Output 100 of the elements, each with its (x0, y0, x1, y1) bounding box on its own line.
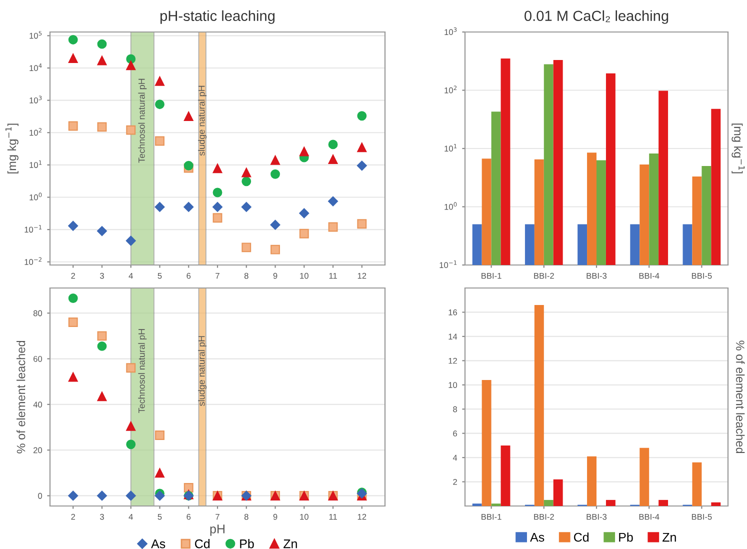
x-tick-label: 12 (358, 514, 366, 520)
x-tick-label: BBI-2 (534, 272, 554, 279)
point (270, 220, 280, 230)
point (184, 483, 194, 492)
y-tick-label: 0 (38, 492, 42, 499)
bar (640, 448, 650, 506)
x-tick-label: 3 (100, 272, 104, 279)
point (154, 490, 165, 501)
y-axis-title: % of element leached (736, 340, 745, 454)
point (328, 196, 338, 206)
point (155, 468, 164, 478)
point (270, 244, 280, 254)
y-axis-title: [mg kg$^{−1}$] (732, 124, 745, 174)
legend-label: Pb (619, 532, 633, 542)
point (68, 490, 78, 501)
x-axis-title: pH (210, 524, 224, 536)
point (299, 208, 310, 218)
x-tick-label: 10 (300, 514, 308, 520)
y-tick-label: 10$^{4}$ (30, 64, 42, 72)
point (97, 331, 107, 341)
point (242, 176, 252, 186)
x-tick-label: BBI-5 (692, 272, 712, 279)
point (68, 220, 78, 231)
x-tick-label: BBI-4 (639, 272, 660, 279)
bar (711, 502, 721, 506)
legend-label: Zn (662, 532, 676, 542)
x-tick-label: 7 (216, 514, 220, 520)
point (155, 76, 164, 86)
point (126, 421, 136, 431)
x-tick-label: 2 (71, 272, 76, 279)
x-tick-label: 11 (329, 272, 337, 279)
point (126, 125, 136, 135)
point (212, 188, 222, 198)
x-tick-label: 10 (300, 272, 308, 279)
point (270, 169, 280, 179)
x-tick-label: 3 (100, 514, 104, 520)
x-tick-label: 8 (244, 272, 248, 279)
chart-title: pH-static leaching (160, 10, 275, 24)
point (155, 100, 164, 110)
point (126, 363, 136, 373)
point (184, 160, 194, 170)
bar (534, 304, 544, 506)
point (68, 121, 78, 131)
x-tick-label: BBI-3 (586, 514, 607, 520)
point (212, 164, 222, 174)
point (126, 236, 136, 246)
x-tick-label: BBI-4 (639, 514, 660, 520)
x-tick-label: 7 (216, 272, 220, 279)
bar (553, 479, 563, 506)
y-tick-label: 60 (34, 356, 42, 362)
chart-title: 0.01 M CaCl₂ leaching (524, 10, 668, 24)
point (299, 228, 309, 238)
y-tick-label: 10$^{5}$ (30, 31, 42, 39)
bar (606, 500, 616, 506)
legend-label: As (530, 532, 544, 542)
bar (500, 445, 510, 506)
point (68, 54, 78, 63)
y-tick-label: 16 (448, 309, 457, 316)
x-tick-label: 5 (158, 272, 162, 279)
x-tick-label: 9 (273, 514, 278, 520)
x-tick-label: 2 (71, 514, 76, 520)
y-tick-label: 10$^{1}$ (444, 144, 457, 152)
y-tick-label: 10$^{2}$ (30, 128, 42, 136)
point (212, 213, 222, 223)
y-tick-label: 10$^{−2}$ (24, 257, 42, 265)
legend-label: Zn (284, 540, 297, 548)
point (299, 146, 309, 156)
point (97, 392, 107, 402)
legend-label: Cd (195, 539, 210, 548)
point (357, 111, 367, 121)
y-tick-label: 80 (33, 310, 42, 316)
point (97, 56, 107, 66)
y-tick-label: 8 (453, 406, 457, 412)
point (97, 122, 107, 132)
x-tick-label: 12 (358, 272, 366, 279)
point (184, 112, 194, 122)
x-tick-label: 8 (244, 514, 248, 520)
point (212, 202, 222, 212)
point (126, 60, 136, 70)
y-axis-title: % of element leached (16, 340, 26, 454)
bar (482, 380, 492, 506)
point (68, 294, 78, 303)
y-tick-label: 4 (452, 454, 458, 461)
point (68, 372, 78, 382)
y-tick-label: 10$^{−1}$ (24, 225, 42, 233)
point (97, 226, 107, 236)
point (328, 154, 338, 164)
y-tick-label: 10$^{3}$ (30, 96, 42, 104)
y-tick-label: 10$^{0}$ (30, 192, 42, 200)
y-tick-label: 2 (453, 478, 457, 485)
point (126, 440, 136, 450)
x-tick-label: 9 (273, 272, 278, 279)
point (270, 155, 280, 165)
bar (587, 456, 596, 506)
x-tick-label: BBI-3 (586, 272, 607, 279)
point (155, 430, 164, 440)
y-tick-label: 10$^{0}$ (444, 202, 457, 210)
band-label: sludge natural pH (198, 86, 207, 156)
point (184, 202, 194, 212)
band-label: sludge natural pH (198, 336, 207, 406)
